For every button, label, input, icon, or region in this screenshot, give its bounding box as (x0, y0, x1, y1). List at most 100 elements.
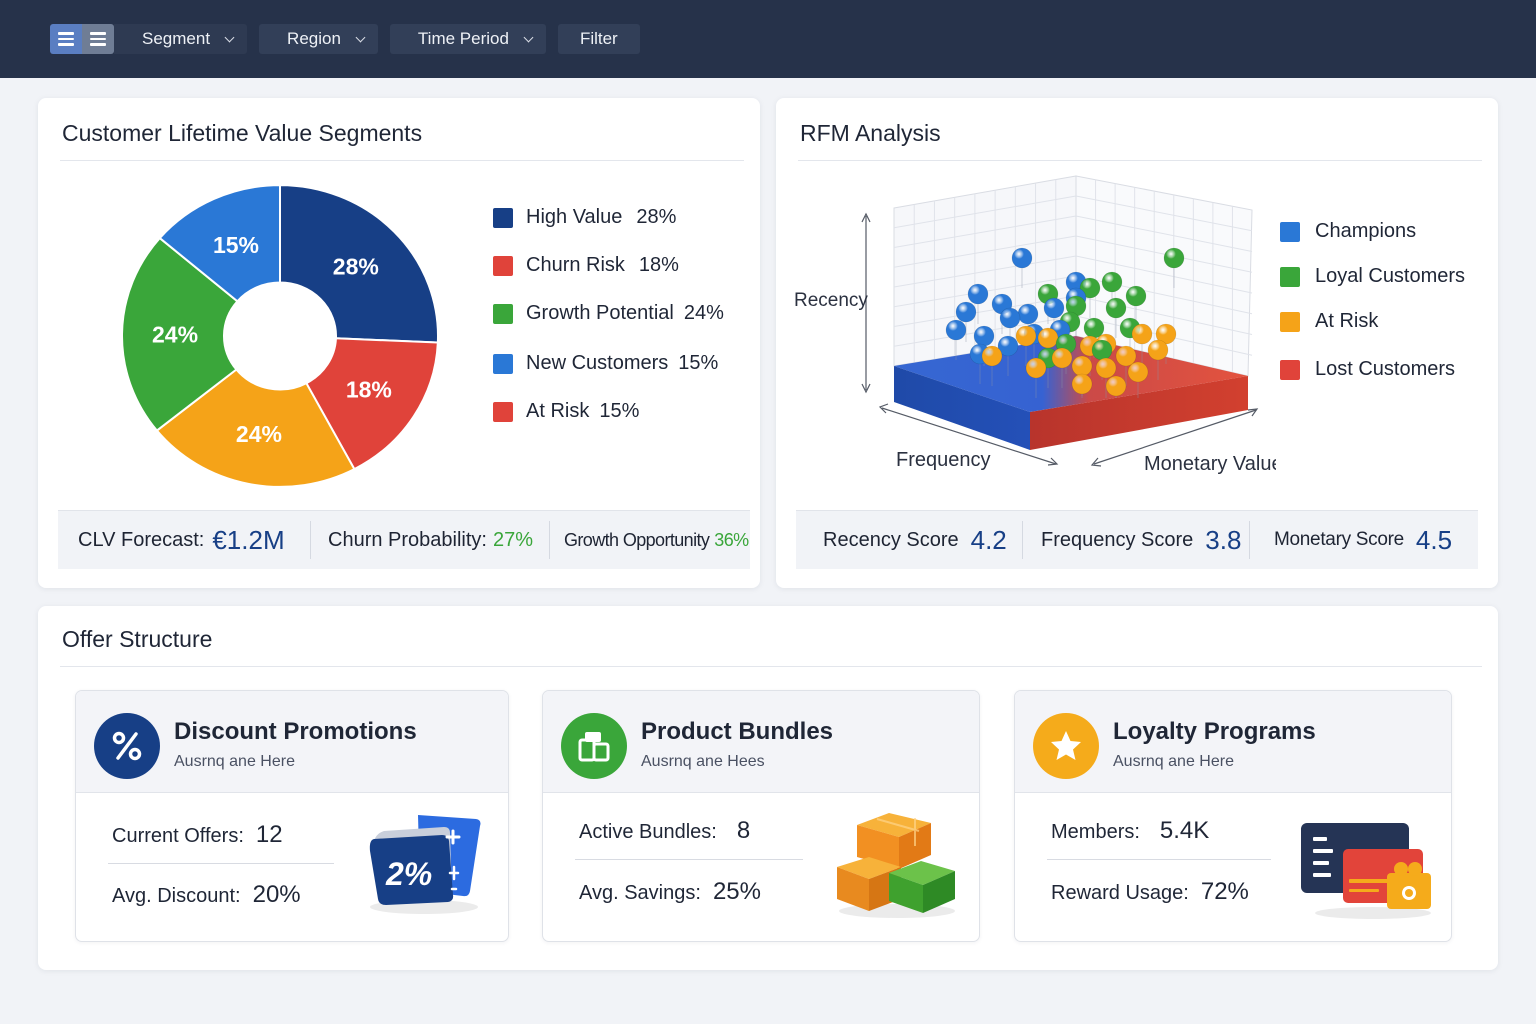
active-bundles-label: Active Bundles: (579, 821, 717, 843)
scatter-point (945, 319, 967, 341)
pie-slice-label: 24% (152, 322, 198, 348)
segment-dropdown[interactable]: Segment (114, 24, 248, 54)
pie-slice-label: 18% (346, 376, 392, 402)
scatter-point (997, 335, 1019, 357)
discount-tag-icon: 2% (369, 815, 481, 914)
active-bundles-value: 8 (736, 817, 751, 844)
bundle-icon (561, 713, 627, 779)
pie-slice-label: 15% (213, 232, 259, 258)
legend-swatch (493, 255, 513, 276)
offer-card-discount-promotions[interactable]: Discount Promotions Ausrnq ane Here Curr… (75, 690, 509, 942)
members-label: Members: (1051, 821, 1140, 843)
legend-item[interactable]: Growth Potential 24% (493, 302, 724, 325)
legend-item[interactable]: Lost Customers (1280, 358, 1455, 381)
legend-item[interactable]: High Value 28% (493, 206, 676, 229)
region-dropdown-label: Region (287, 29, 341, 48)
filter-button[interactable]: Filter (557, 24, 640, 54)
offer-card-subtitle: Ausrnq ane Hees (641, 753, 765, 770)
legend-label: At Risk (1315, 310, 1379, 332)
legend-swatch (493, 207, 513, 228)
legend-item[interactable]: Champions (1280, 220, 1416, 243)
scatter-point (1017, 303, 1039, 325)
grid-view-icon[interactable] (50, 24, 82, 54)
scatter-point (1091, 339, 1113, 361)
scatter-point (1015, 325, 1037, 347)
time-period-dropdown[interactable]: Time Period (389, 24, 546, 54)
rfm-axis-frequency: Frequency (896, 449, 991, 471)
segment-dropdown-label: Segment (142, 29, 211, 48)
offer-card-header: Product Bundles Ausrnq ane Hees (543, 691, 979, 793)
offer-card-loyalty-programs[interactable]: Loyalty Programs Ausrnq ane Here Members… (1014, 690, 1452, 942)
legend-item[interactable]: At Risk 15% (493, 400, 639, 423)
offer-card-subtitle: Ausrnq ane Here (174, 753, 295, 770)
rfm-analysis-card: RFM Analysis Recency Frequency Monetary … (776, 98, 1498, 588)
legend-swatch (493, 303, 513, 324)
clv-forecast-value: €1.2M (212, 524, 285, 555)
legend-item[interactable]: Churn Risk 18% (493, 254, 679, 277)
pie-slice[interactable] (121, 236, 239, 432)
legend-label: Lost Customers (1315, 358, 1456, 380)
pie-slice[interactable] (279, 186, 439, 344)
rfm-score-strip: Recency Score 4.2 Frequency Score 3.8 Mo… (796, 510, 1478, 569)
growth-opportunity-metric: Growth Opportunity 36% (550, 511, 749, 570)
scatter-point (1125, 285, 1147, 307)
rfm-axis-monetary: Monetary Value (1144, 453, 1276, 475)
frequency-score-value: 3.8 (1205, 524, 1242, 555)
reward-usage-label: Reward Usage: (1051, 882, 1189, 904)
current-offers-value: 12 (255, 821, 283, 848)
region-dropdown[interactable]: Region (259, 24, 378, 54)
pie-slice[interactable] (155, 368, 356, 488)
monetary-score-metric: Monetary Score 4.5 (1250, 511, 1452, 570)
legend-item[interactable]: New Customers 15% (493, 352, 718, 375)
offer-card-product-bundles[interactable]: Product Bundles Ausrnq ane Hees Active B… (542, 690, 980, 942)
pie-slice[interactable] (304, 337, 439, 471)
chevron-down-icon (523, 32, 534, 42)
offer-card-title: Product Bundles (641, 718, 834, 745)
divider (1047, 859, 1271, 860)
divider (798, 160, 1482, 161)
divider (60, 160, 744, 161)
recency-score-value: 4.2 (970, 524, 1007, 555)
legend-value: 18% (638, 254, 679, 276)
discount-art-text: 2% (385, 856, 432, 892)
view-toggle[interactable] (50, 24, 114, 54)
scatter-point (1011, 247, 1033, 269)
legend-item[interactable]: Loyal Customers (1280, 265, 1465, 288)
scatter-point (1025, 357, 1047, 379)
legend-value: 15% (678, 352, 719, 374)
scatter-point (1127, 361, 1149, 383)
scatter-point (1071, 373, 1093, 395)
scatter-point (1101, 271, 1123, 293)
pie-slice[interactable] (158, 186, 281, 303)
list-view-icon[interactable] (82, 24, 114, 54)
divider (60, 666, 1482, 667)
legend-label: Champions (1315, 220, 1417, 242)
members-value: 5.4K (1159, 817, 1210, 844)
churn-probability-value: 27% (492, 528, 533, 551)
percent-icon (94, 713, 160, 779)
scatter-point (1105, 297, 1127, 319)
offer-card-header: Discount Promotions Ausrnq ane Here (76, 691, 508, 793)
frequency-score-metric: Frequency Score 3.8 (1023, 511, 1249, 570)
rfm-axis-recency: Recency (794, 290, 868, 311)
legend-swatch (1280, 311, 1300, 332)
clv-segments-card: Customer Lifetime Value Segments 28% 18% 2… (38, 98, 760, 588)
avg-savings-value: 25% (712, 878, 761, 905)
rfm-title: RFM Analysis (800, 120, 941, 146)
active-bundles-row: Active Bundles: 8 (579, 817, 750, 845)
scatter-point (999, 307, 1021, 329)
scatter-point (967, 283, 989, 305)
legend-label: Churn Risk (526, 254, 625, 276)
top-toolbar: Segment Region Time Period Filter (0, 0, 1536, 78)
legend-swatch (493, 401, 513, 422)
divider (575, 859, 803, 860)
reward-usage-row: Reward Usage: 72% (1051, 878, 1249, 906)
churn-probability-label: Churn Probability: (328, 528, 487, 551)
recency-score-label: Recency Score (823, 528, 959, 551)
legend-item[interactable]: At Risk (1280, 310, 1378, 333)
legend-swatch (1280, 221, 1300, 242)
divider (1022, 521, 1023, 559)
clv-forecast-label: CLV Forecast: (78, 528, 205, 551)
recency-score-metric: Recency Score 4.2 (796, 511, 1022, 570)
monetary-score-label: Monetary Score (1274, 529, 1404, 550)
